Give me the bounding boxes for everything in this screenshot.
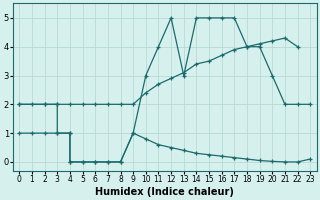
X-axis label: Humidex (Indice chaleur): Humidex (Indice chaleur) xyxy=(95,187,234,197)
